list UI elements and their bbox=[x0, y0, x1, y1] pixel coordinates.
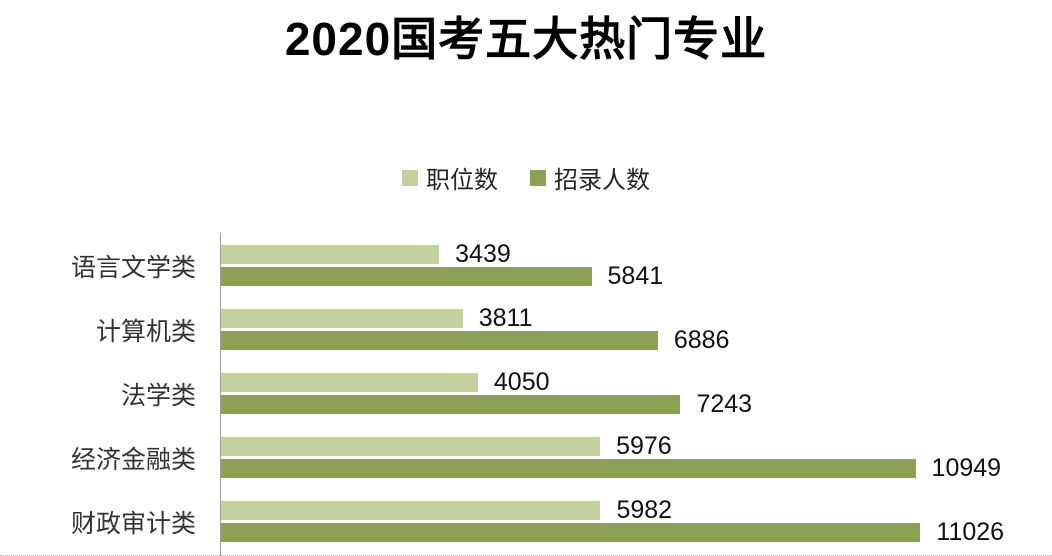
category-label: 语言文学类 bbox=[70, 254, 196, 282]
legend: 职位数 招录人数 bbox=[0, 160, 1052, 195]
category-label: 财政审计类 bbox=[70, 510, 196, 538]
bar-recruits bbox=[221, 459, 916, 478]
value-label-positions: 3811 bbox=[478, 304, 533, 332]
bar-positions bbox=[221, 437, 601, 456]
bar-positions bbox=[221, 309, 463, 328]
bar-positions bbox=[221, 373, 478, 392]
bar-line-recruits: 7243 bbox=[221, 390, 1052, 418]
legend-item-positions: 职位数 bbox=[402, 160, 498, 195]
chart-row: 计算机类 3811 6886 bbox=[96, 304, 1052, 354]
bar-line-positions: 5982 bbox=[221, 496, 1052, 524]
bar-line-recruits: 6886 bbox=[221, 326, 1052, 354]
bar-recruits bbox=[221, 523, 921, 542]
chart-title: 2020国考五大热门专业 bbox=[0, 12, 1052, 67]
bar-line-recruits: 10949 bbox=[221, 454, 1052, 482]
bar-positions bbox=[221, 501, 601, 520]
category-label: 法学类 bbox=[120, 382, 196, 410]
bar-chart: 语言文学类 3439 5841 计算机类 3811 6886 法学类 4050 7243 经济金融… bbox=[71, 233, 1052, 556]
category-label: 经济金融类 bbox=[70, 446, 196, 474]
chart-title-year: 2020 bbox=[284, 13, 392, 65]
legend-swatch-recruits-icon bbox=[530, 169, 546, 186]
value-label-recruits: 10949 bbox=[931, 454, 1002, 482]
value-label-recruits: 7243 bbox=[696, 390, 753, 418]
bar-recruits bbox=[221, 395, 681, 414]
value-label-positions: 5982 bbox=[616, 496, 673, 524]
legend-label-positions: 职位数 bbox=[426, 168, 498, 194]
category-label: 计算机类 bbox=[95, 318, 196, 346]
bar-recruits bbox=[221, 267, 592, 286]
value-label-recruits: 5841 bbox=[607, 262, 664, 290]
chart-row: 语言文学类 3439 5841 bbox=[71, 240, 1052, 290]
bar-line-positions: 5976 bbox=[221, 432, 1052, 460]
value-label-recruits: 6886 bbox=[673, 326, 730, 354]
chart-row: 经济金融类 5976 10949 bbox=[71, 432, 1052, 482]
bar-line-positions: 4050 bbox=[221, 368, 1052, 396]
chart-row: 法学类 4050 7243 bbox=[121, 368, 1052, 418]
bar-recruits bbox=[221, 331, 658, 350]
legend-label-recruits: 招录人数 bbox=[554, 168, 650, 194]
legend-swatch-positions-icon bbox=[402, 169, 418, 186]
value-label-positions: 5976 bbox=[616, 432, 672, 460]
bar-line-recruits: 5841 bbox=[221, 262, 1052, 290]
bar-line-positions: 3811 bbox=[221, 304, 1052, 332]
value-label-positions: 3439 bbox=[455, 240, 511, 268]
bar-chart-rows: 语言文学类 3439 5841 计算机类 3811 6886 法学类 4050 7243 经济金融… bbox=[71, 240, 1052, 546]
bar-positions bbox=[221, 245, 440, 264]
bar-line-recruits: 11026 bbox=[221, 518, 1052, 546]
chart-row: 财政审计类 5982 11026 bbox=[71, 496, 1052, 546]
chart-title-text: 国考五大热门专业 bbox=[391, 14, 768, 65]
legend-item-recruits: 招录人数 bbox=[530, 160, 650, 195]
value-label-positions: 4050 bbox=[493, 368, 550, 396]
value-label-recruits: 11026 bbox=[936, 518, 1005, 546]
bar-line-positions: 3439 bbox=[221, 240, 1052, 268]
